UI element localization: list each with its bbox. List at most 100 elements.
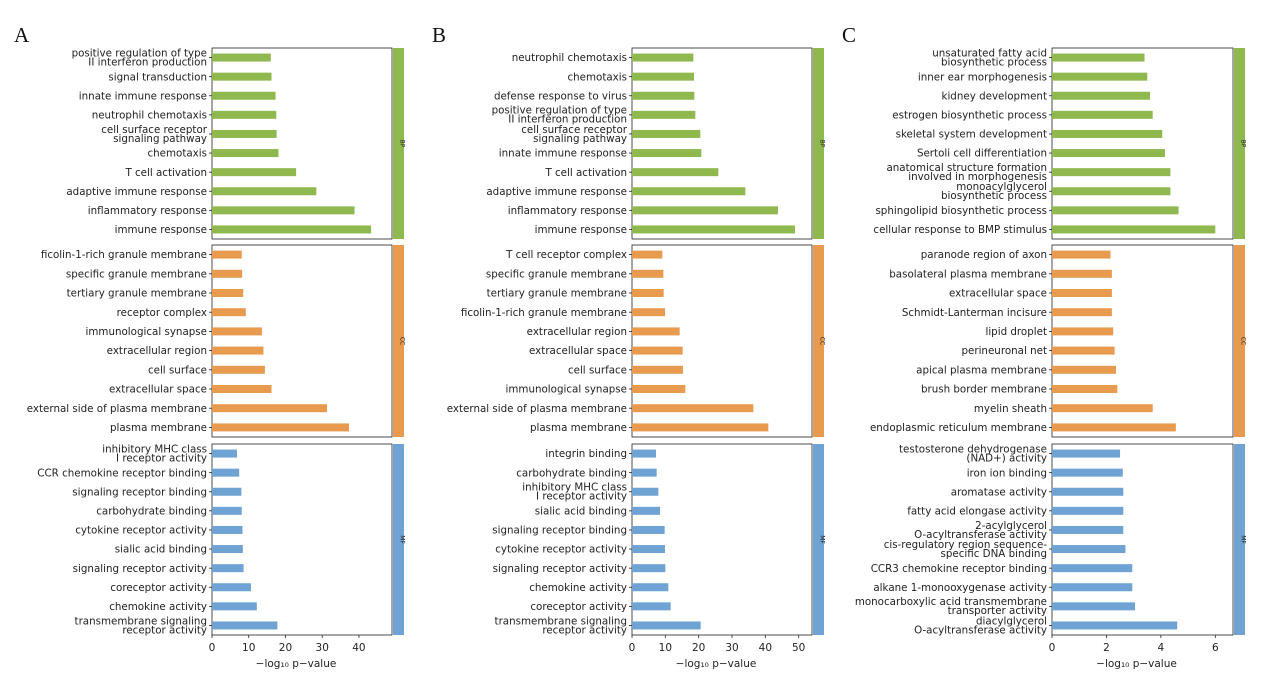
- category-label: plasma membrane: [530, 422, 627, 434]
- category-label: signaling receptor activity: [493, 563, 627, 575]
- bar: [212, 564, 244, 573]
- category-label: neutrophil chemotaxis: [512, 52, 627, 64]
- bar: [1052, 346, 1115, 355]
- bar: [632, 225, 795, 234]
- bar: [212, 187, 317, 196]
- facet-strip-label: MF: [819, 535, 826, 544]
- bar: [212, 525, 243, 534]
- category-label: apical plasma membrane: [916, 364, 1047, 376]
- x-tick-label: 0: [629, 642, 636, 654]
- bar: [212, 602, 257, 611]
- x-tick-label: 2: [1103, 642, 1110, 654]
- facet-frame: [631, 244, 813, 438]
- category-label: chemotaxis: [147, 148, 207, 160]
- bar: [212, 449, 237, 458]
- category-label: monoacylglycerol biosynthetic process: [941, 181, 1047, 202]
- bar: [632, 385, 686, 393]
- bar: [1052, 365, 1116, 374]
- category-label: lipid droplet: [985, 326, 1047, 338]
- facet-frame: [631, 443, 813, 636]
- category-label: unsaturated fatty acid biosynthetic proce…: [932, 47, 1047, 68]
- bar: [1052, 468, 1123, 477]
- facet-strip: [813, 444, 824, 635]
- facet-strip: [1234, 245, 1245, 437]
- bar: [1052, 423, 1176, 432]
- facet-strip: [393, 48, 404, 239]
- bar: [212, 621, 278, 630]
- category-label: paranode region of axon: [921, 249, 1047, 261]
- bar: [1052, 129, 1163, 138]
- bar: [632, 449, 656, 458]
- bar: [632, 346, 683, 355]
- x-axis-label: −log₁₀ p−value: [1096, 658, 1177, 670]
- category-label: ficolin-1-rich granule membrane: [461, 307, 627, 319]
- category-label: positive regulation of type II interferon…: [492, 105, 627, 126]
- category-label: immune response: [115, 224, 207, 236]
- bar: [632, 487, 659, 496]
- bar: [212, 506, 242, 515]
- facet-strip-label: CC: [399, 337, 406, 345]
- bar: [1052, 289, 1112, 297]
- category-label: innate immune response: [499, 148, 627, 160]
- category-label: carbohydrate binding: [516, 467, 627, 479]
- facet-strip-label: BP: [819, 140, 826, 148]
- x-tick-label: 30: [725, 642, 738, 654]
- bar: [1052, 449, 1121, 458]
- category-label: signal transduction: [108, 71, 207, 83]
- category-label: cellular response to BMP stimulus: [873, 224, 1047, 236]
- category-label: coreceptor activity: [110, 582, 207, 594]
- category-label: CCR chemokine receptor binding: [37, 467, 207, 479]
- facet-frame: [211, 47, 393, 240]
- category-label: chemokine activity: [529, 582, 627, 594]
- bar: [632, 289, 664, 297]
- bar: [212, 250, 242, 259]
- bar: [1052, 385, 1118, 393]
- bar: [632, 269, 664, 278]
- bar: [1052, 149, 1165, 158]
- category-label: testosterone dehydrogenase (NAD+) activit…: [899, 443, 1047, 464]
- x-tick-label: 0: [209, 642, 216, 654]
- bar: [632, 187, 746, 196]
- category-label: iron ion binding: [967, 467, 1047, 479]
- bar: [212, 423, 350, 432]
- facet-mf: MF inhibitory MHC class I receptor activit…: [37, 443, 405, 636]
- category-label: receptor complex: [117, 307, 207, 319]
- category-label: CCR3 chemokine receptor binding: [871, 563, 1047, 575]
- category-label: monocarboxylic acid transmembrane transpo…: [855, 596, 1047, 617]
- category-label: specific granule membrane: [486, 268, 627, 280]
- bar: [212, 385, 272, 393]
- category-label: tertiary granule membrane: [487, 288, 627, 300]
- category-label: chemotaxis: [567, 71, 627, 83]
- category-label: cell surface receptor signaling pathway: [101, 124, 208, 145]
- category-label: inhibitory MHC class I receptor activity: [522, 482, 627, 503]
- category-label: ficolin-1-rich granule membrane: [41, 249, 207, 261]
- bar: [1052, 72, 1148, 81]
- category-label: integrin binding: [545, 448, 627, 460]
- bar: [632, 327, 680, 336]
- bar: [212, 327, 262, 336]
- bar: [632, 564, 666, 573]
- bar: [632, 365, 683, 374]
- bar: [632, 91, 695, 100]
- category-label: Sertoli cell differentiation: [917, 148, 1047, 160]
- facet-strip-label: MF: [1240, 535, 1247, 544]
- facet-bp: BP neutrophil chemotaxis chemotaxis defense…: [486, 47, 826, 240]
- facet-bp: BP unsaturated fatty acid biosynthetic pro…: [873, 47, 1247, 240]
- panel-a: A BP positive regulation of type II interfe…: [14, 23, 406, 670]
- bar: [212, 91, 276, 100]
- category-label: immune response: [535, 224, 627, 236]
- x-tick-label: 10: [242, 642, 255, 654]
- bar: [632, 545, 665, 554]
- category-label: extracellular region: [107, 345, 207, 357]
- x-tick-label: 40: [759, 642, 772, 654]
- category-label: Schmidt-Lanterman incisure: [902, 307, 1047, 319]
- bar: [632, 53, 694, 62]
- panel-label: B: [432, 23, 446, 47]
- x-tick-label: 20: [692, 642, 705, 654]
- bar: [632, 72, 694, 81]
- facet-frame: [1051, 47, 1234, 240]
- bar: [212, 583, 251, 592]
- bar: [1052, 110, 1153, 119]
- category-label: myelin sheath: [974, 403, 1047, 415]
- x-tick-label: 30: [316, 642, 329, 654]
